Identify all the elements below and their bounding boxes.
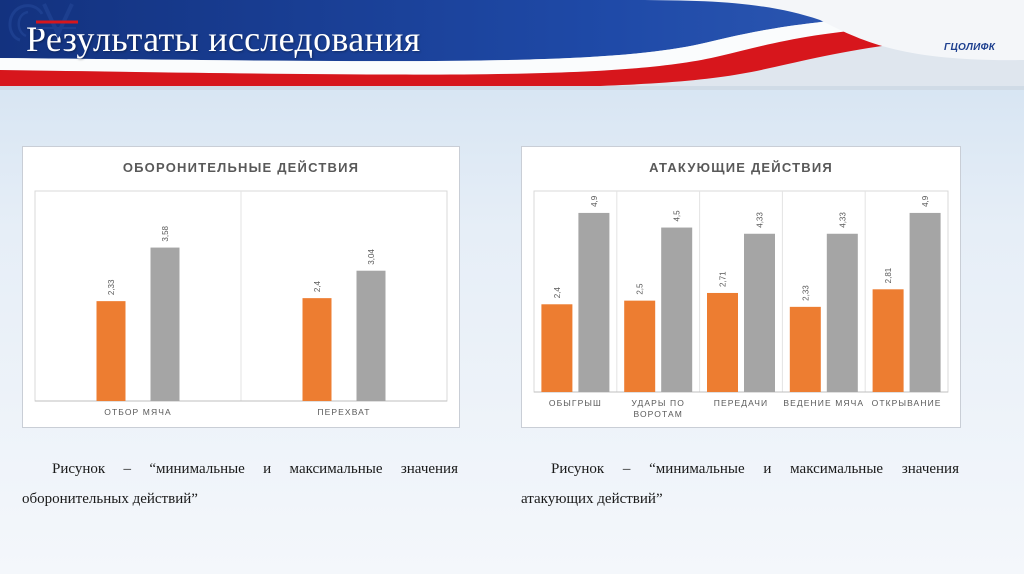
category-tick-label: ОТКРЫВАНИЕ bbox=[872, 398, 942, 408]
category-tick-label: ОБЫГРЫШ bbox=[549, 398, 602, 408]
caption-line-2: оборонительных действий” bbox=[22, 491, 198, 507]
category-tick-label: ПЕРЕДАЧИ bbox=[714, 398, 768, 408]
bar-max bbox=[356, 270, 386, 401]
data-label: 2,81 bbox=[884, 267, 893, 283]
data-label: 2,4 bbox=[553, 287, 562, 299]
bar-min bbox=[302, 298, 332, 401]
chart-title: ОБОРОНИТЕЛЬНЫЕ ДЕЙСТВИЯ bbox=[122, 160, 360, 175]
flag-stripes bbox=[0, 0, 1024, 90]
caption-line-1: Рисунок – “минимальные и максимальные зн… bbox=[52, 461, 458, 477]
bar-max bbox=[826, 233, 858, 392]
category-tick-label: ПЕРЕХВАТ bbox=[317, 407, 370, 417]
data-label: 4,9 bbox=[590, 195, 599, 207]
bar-max bbox=[150, 247, 180, 401]
attacking-caption: Рисунок – “минимальные и максимальные зн… bbox=[521, 454, 959, 514]
bar-min bbox=[541, 304, 573, 392]
bar-max bbox=[909, 212, 941, 392]
institution-logo-icon bbox=[8, 3, 78, 42]
defensive-chart-plot: 2,33 3,58 ОТБОР МЯЧА 2,4 3,04 ПЕРЕХВАТ bbox=[34, 190, 448, 417]
page-title: Результаты исследования bbox=[26, 19, 421, 59]
data-label: 4,5 bbox=[673, 210, 682, 222]
bar-max bbox=[578, 212, 610, 392]
category-tick-label: ВЕДЕНИЕ МЯЧА bbox=[783, 398, 864, 408]
data-label: 2,33 bbox=[801, 285, 810, 301]
data-label: 2,4 bbox=[313, 280, 322, 292]
attacking-actions-chart: 2,4 4,9 ОБЫГРЫШ 2,5 4,5 УДАРЫ ПО ВОРОТАМ 2,71 4,… bbox=[521, 146, 961, 428]
data-label: 3,58 bbox=[161, 225, 170, 241]
caption-line-2: атакующих действий” bbox=[521, 491, 663, 507]
bar-min bbox=[96, 301, 126, 401]
data-label: 2,71 bbox=[719, 271, 728, 287]
defensive-actions-chart: 2,33 3,58 ОТБОР МЯЧА 2,4 3,04 ПЕРЕХВАТ ОБОРОН… bbox=[22, 146, 460, 428]
category-tick-label: ВОРОТАМ bbox=[633, 409, 682, 419]
bar-min bbox=[789, 306, 821, 392]
bar-min bbox=[624, 300, 656, 392]
logo-text: ГЦОЛИФК bbox=[944, 42, 996, 53]
data-label: 3,04 bbox=[367, 249, 376, 265]
data-label: 2,5 bbox=[636, 283, 645, 295]
data-label: 4,9 bbox=[921, 195, 930, 207]
bar-max bbox=[661, 227, 693, 392]
bar-min bbox=[707, 292, 738, 392]
chart-title: АТАКУЮЩИЕ ДЕЙСТВИЯ bbox=[649, 160, 833, 175]
category-tick-label: ОТБОР МЯЧА bbox=[104, 407, 171, 417]
data-label: 2,33 bbox=[107, 279, 116, 295]
data-label: 4,33 bbox=[838, 212, 847, 228]
defensive-caption: Рисунок – “минимальные и максимальные зн… bbox=[22, 454, 458, 514]
caption-line-1: Рисунок – “минимальные и максимальные зн… bbox=[551, 461, 959, 477]
data-label: 4,33 bbox=[756, 212, 765, 228]
bar-min bbox=[872, 289, 904, 392]
category-tick-label: УДАРЫ ПО bbox=[631, 398, 685, 408]
bar-max bbox=[744, 233, 775, 392]
header-banner: Результаты исследования ГЦОЛИФК bbox=[0, 0, 1024, 90]
